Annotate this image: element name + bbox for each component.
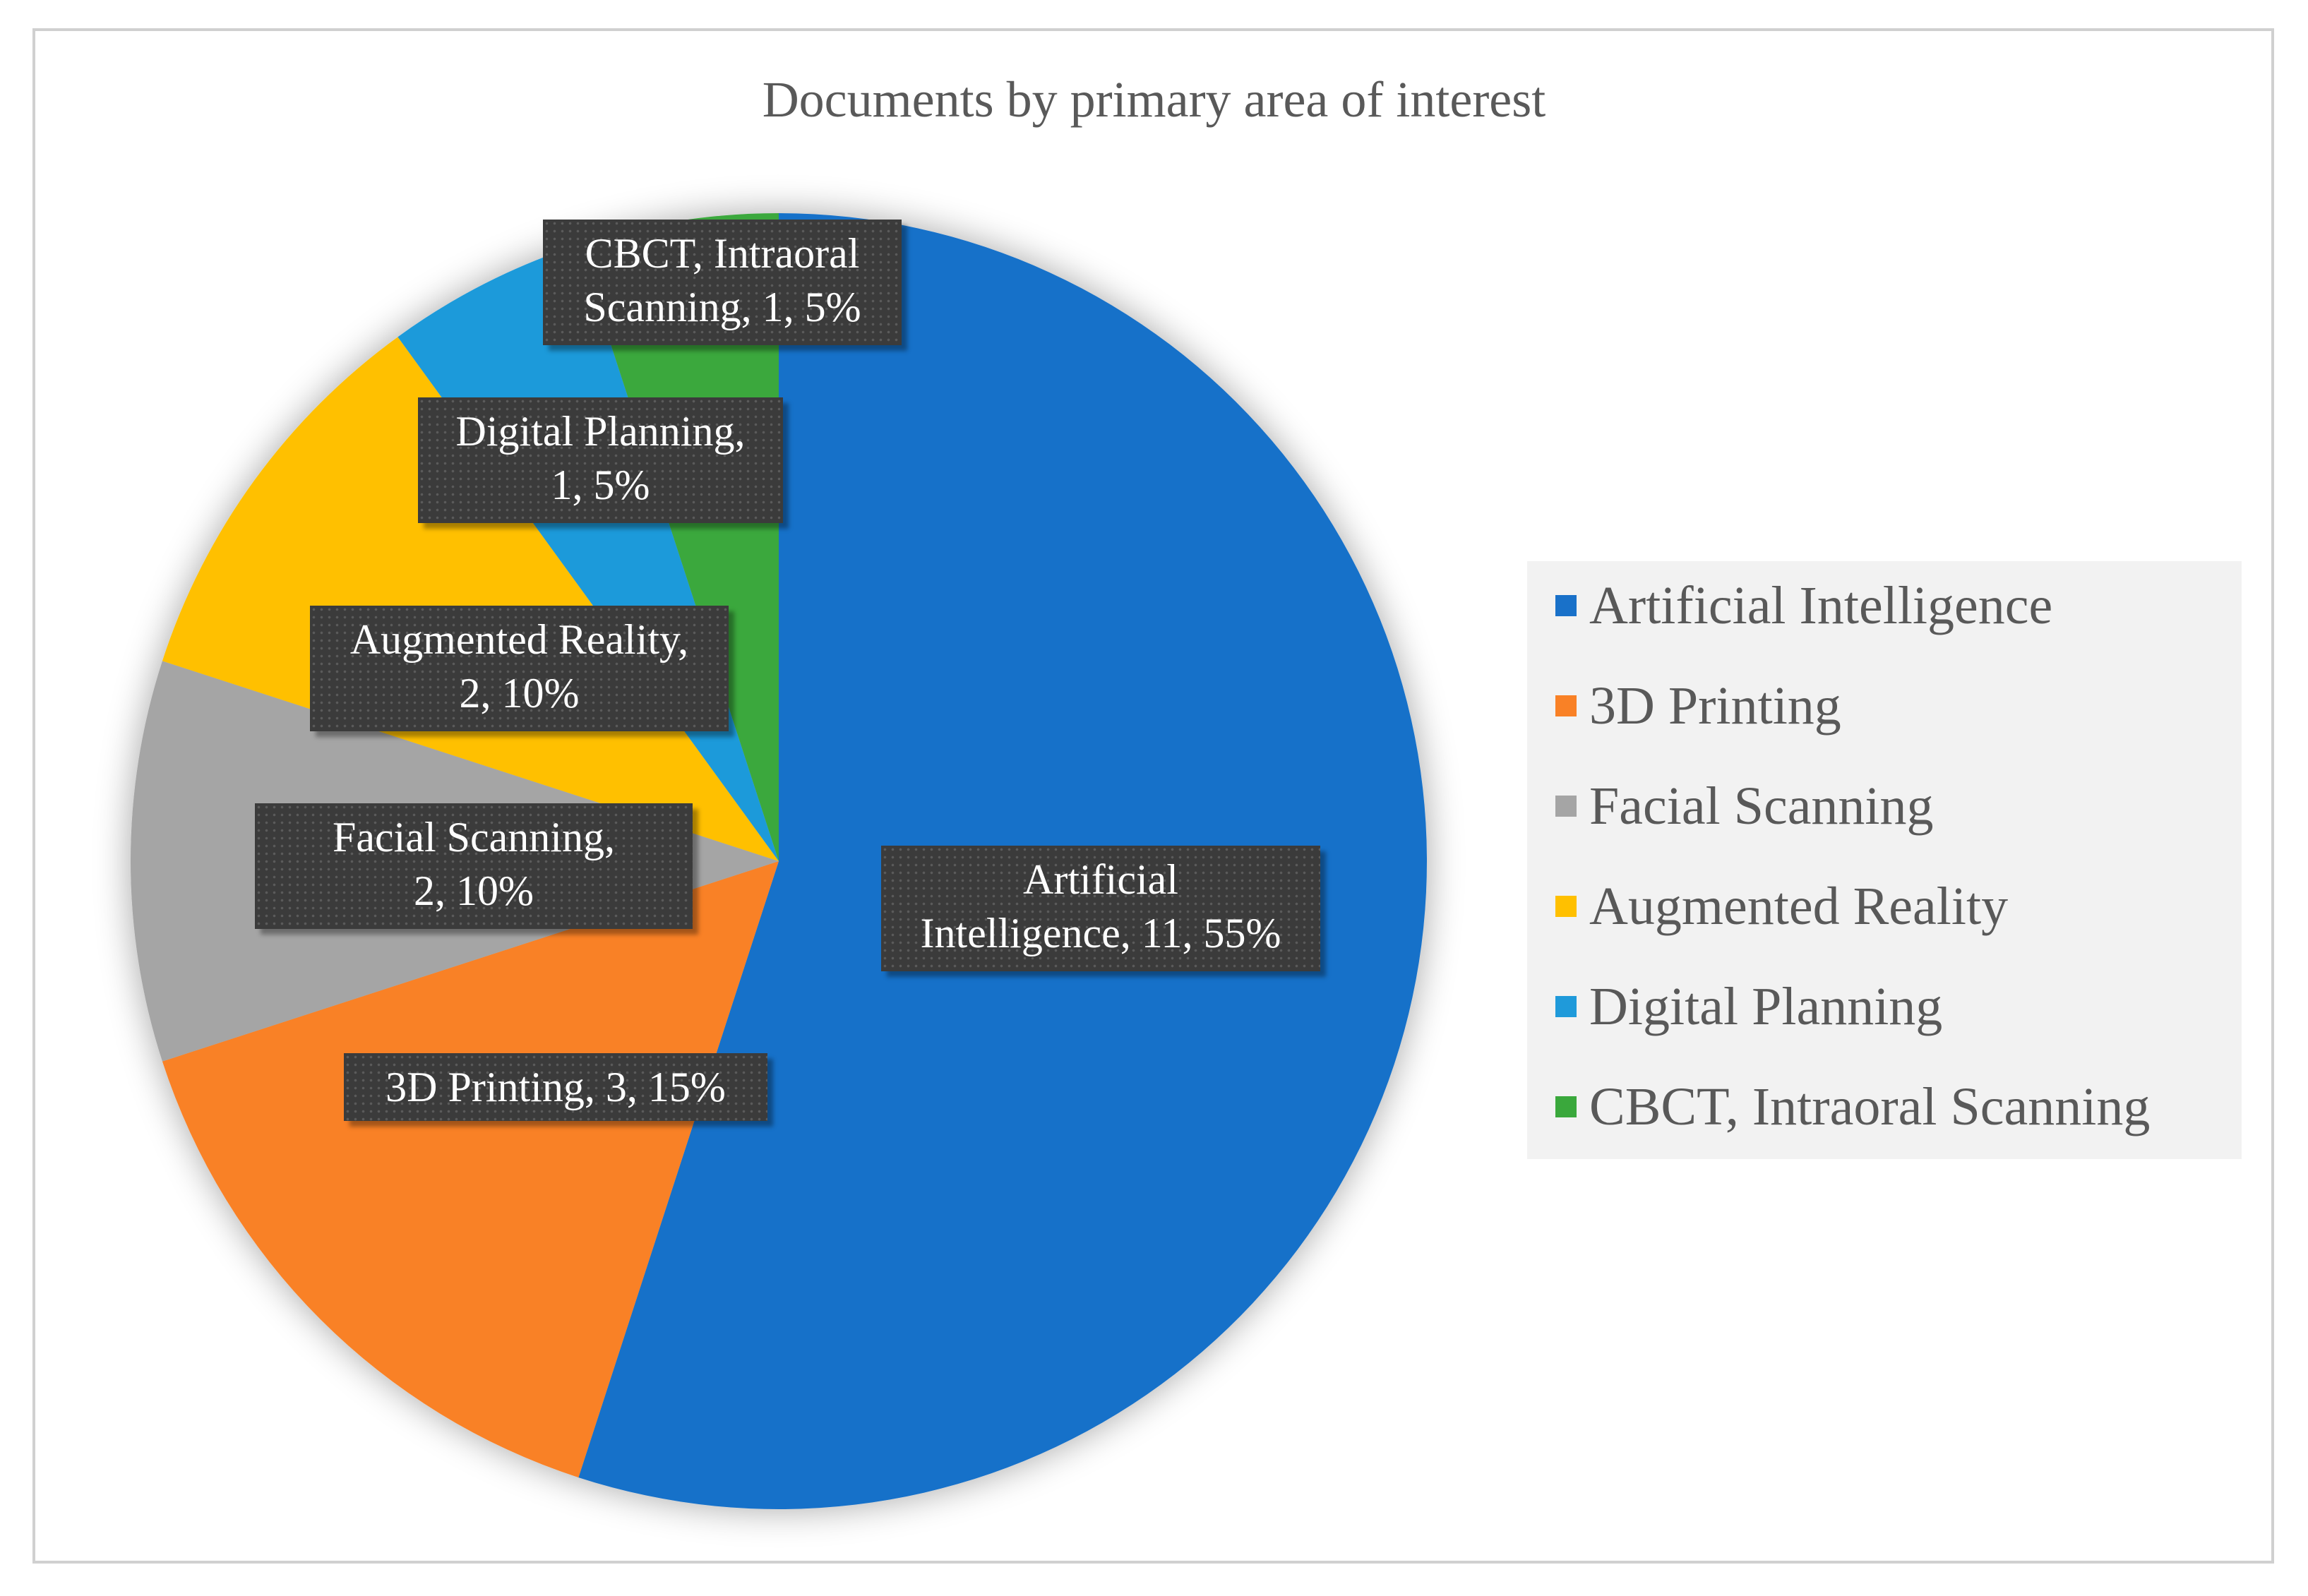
legend-swatch [1555,595,1577,616]
legend-item-facial-scanning: Facial Scanning [1555,774,1934,838]
data-label-artificial-intelligence: Artificial Intelligence, 11, 55% [881,846,1320,971]
chart-title: Documents by primary area of interest [762,71,1546,128]
data-label-augmented-reality: Augmented Reality, 2, 10% [310,606,729,731]
legend-swatch [1555,1096,1577,1117]
legend-label: Artificial Intelligence [1589,575,2053,635]
pie-slice-3d-printing [162,861,779,1478]
data-label-line: 2, 10% [459,670,580,716]
legend-label: Augmented Reality [1589,876,2009,936]
data-label-line: Artificial [1023,856,1178,903]
legend-item-artificial-intelligence: Artificial Intelligence [1555,574,2052,637]
legend-item-3d-printing: 3D Printing [1555,674,1841,738]
data-label-cbct-intraoral-scanning: CBCT, Intraoral Scanning, 1, 5% [543,220,902,345]
legend-label: 3D Printing [1589,676,1841,736]
legend-label: CBCT, Intraoral Scanning [1589,1076,2151,1136]
data-label-line: Digital Planning, [455,408,746,455]
data-label-line: 2, 10% [414,868,534,914]
data-label-line: 1, 5% [551,462,650,508]
data-label-line: Facial Scanning, [333,814,615,860]
data-label-facial-scanning: Facial Scanning, 2, 10% [255,803,693,929]
data-label-line: Scanning, 1, 5% [583,284,861,330]
legend-item-augmented-reality: Augmented Reality [1555,875,2008,938]
legend-label: Facial Scanning [1589,776,1934,836]
legend-item-digital-planning: Digital Planning [1555,975,1942,1038]
data-label-line: Intelligence, 11, 55% [920,910,1281,956]
data-label-line: CBCT, Intraoral [585,230,860,277]
data-label-digital-planning: Digital Planning, 1, 5% [418,397,783,523]
legend-swatch [1555,796,1577,817]
legend: Artificial Intelligence 3D Printing Facial… [1527,561,2242,1159]
legend-item-cbct-intraoral-scanning: CBCT, Intraoral Scanning [1555,1075,2150,1139]
legend-swatch [1555,996,1577,1017]
data-label-line: 3D Printing, 3, 15% [385,1064,726,1110]
legend-swatch [1555,695,1577,716]
legend-label: Digital Planning [1589,976,1943,1036]
legend-swatch [1555,896,1577,917]
data-label-line: Augmented Reality, [349,616,689,663]
data-label-3d-printing: 3D Printing, 3, 15% [344,1053,767,1121]
pie-slice-cbct-intraoral-scanning [578,213,779,861]
